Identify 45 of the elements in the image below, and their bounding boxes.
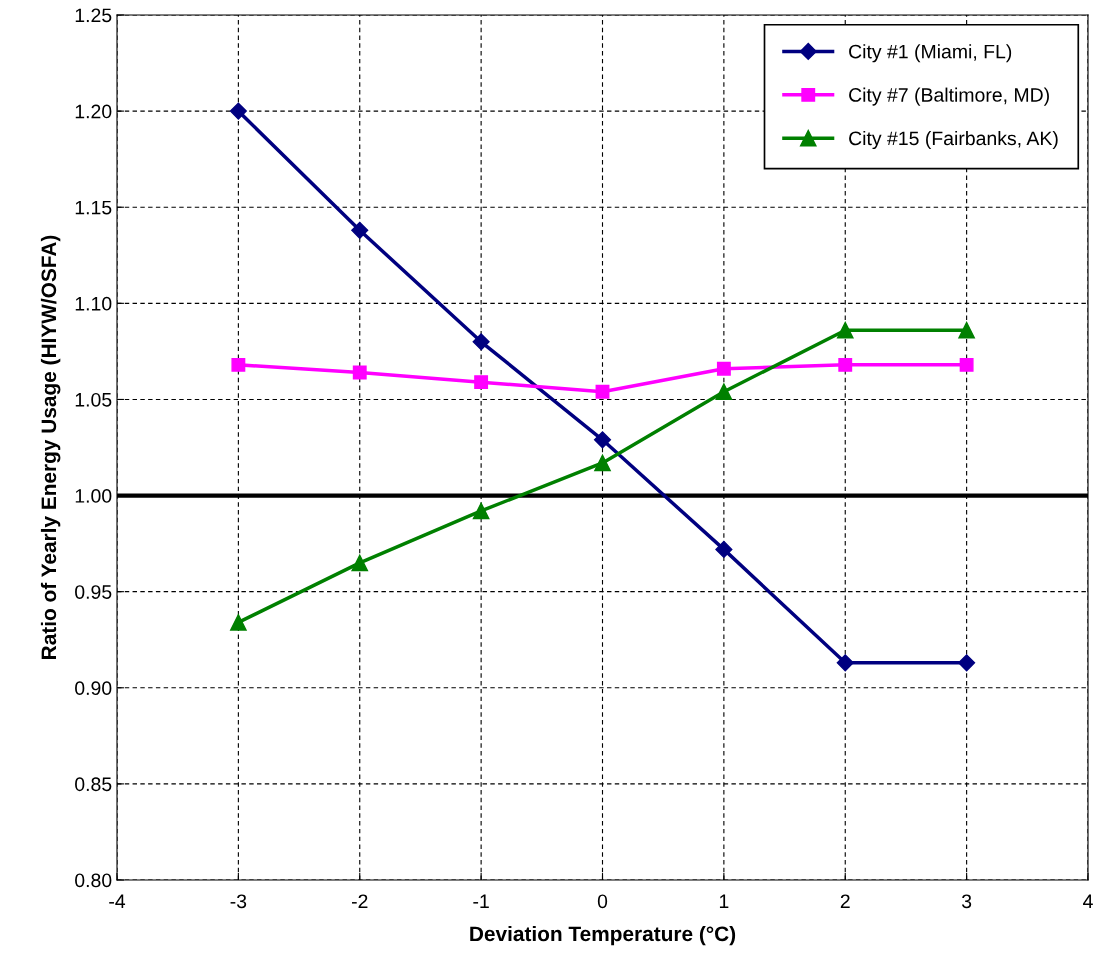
x-tick-label: 0 [597,894,608,909]
x-tick-label: -1 [473,894,489,908]
point [229,102,247,120]
x-axis-title: Deviation Temperature (°C) [470,925,736,946]
y-tick-label: 1.25 [75,8,112,23]
x-tick-label: -2 [351,894,368,908]
y-tick-label: 1.05 [75,392,112,407]
point [715,540,733,558]
point [716,361,731,376]
point [230,614,247,631]
x-tick-label: 4 [1083,894,1093,908]
point [836,321,854,339]
y-tick-label: 1.00 [75,489,112,503]
point [472,502,490,520]
x-tick-label: 2 [840,894,850,908]
point [351,554,369,572]
point [836,654,854,672]
y-tick-label: 0.90 [75,681,112,696]
y-tick-label: 1.10 [75,296,112,311]
x-tick-label: 3 [961,894,972,909]
point [595,384,610,399]
point [474,375,489,390]
point [352,365,367,380]
point [593,431,612,449]
legend-label: City #15 (Fairbanks, AK) [849,130,1058,150]
x-tick-label: -4 [109,894,126,908]
point [351,221,369,239]
point [715,383,733,401]
point [838,357,853,372]
point [958,654,976,672]
x-tick-label: -3 [230,894,247,909]
legend-label: City #7 (Baltimore, MD) [849,87,1049,106]
y-tick-label: 1.15 [75,200,112,215]
y-tick-label: 0.80 [75,873,112,888]
y-tick-label: 0.95 [75,585,112,599]
legend-label: City #1 (Miami, FL) [849,44,1012,63]
point [231,357,246,372]
point [472,333,490,351]
y-tick-label: 1.20 [75,104,112,119]
y-axis-title: Ratio of Yearly Energy Usage (HIYW/OSFA) [40,235,61,659]
point [594,454,611,472]
x-tick-label: 1 [719,894,729,908]
y-tick-label: 0.85 [75,777,112,792]
point [958,321,975,339]
point [959,357,974,372]
